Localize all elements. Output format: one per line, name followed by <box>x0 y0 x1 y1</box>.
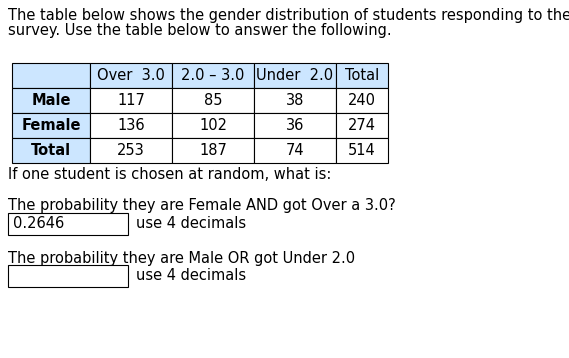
Bar <box>12 63 90 88</box>
Bar <box>8 265 128 287</box>
Text: 36: 36 <box>286 118 304 133</box>
Bar <box>254 63 336 88</box>
Bar <box>12 113 90 138</box>
Text: If one student is chosen at random, what is:: If one student is chosen at random, what… <box>8 167 331 182</box>
Text: Total: Total <box>345 68 379 83</box>
Bar <box>12 138 90 163</box>
Text: 102: 102 <box>199 118 227 133</box>
Bar <box>172 88 254 113</box>
Text: 2.0 – 3.0: 2.0 – 3.0 <box>182 68 245 83</box>
Bar <box>12 88 90 113</box>
Text: 187: 187 <box>199 143 227 158</box>
Text: Female: Female <box>21 118 81 133</box>
Text: Total: Total <box>31 143 71 158</box>
Text: 136: 136 <box>117 118 145 133</box>
Bar <box>336 113 388 138</box>
Text: 253: 253 <box>117 143 145 158</box>
Text: 74: 74 <box>286 143 304 158</box>
Text: The probability they are Female AND got Over a 3.0?: The probability they are Female AND got … <box>8 198 396 213</box>
Bar <box>8 213 128 235</box>
Bar <box>336 63 388 88</box>
Text: 117: 117 <box>117 93 145 108</box>
Text: 514: 514 <box>348 143 376 158</box>
Bar <box>254 88 336 113</box>
Text: 240: 240 <box>348 93 376 108</box>
Bar <box>172 113 254 138</box>
Text: Over  3.0: Over 3.0 <box>97 68 165 83</box>
Text: use 4 decimals: use 4 decimals <box>136 268 246 284</box>
Text: survey. Use the table below to answer the following.: survey. Use the table below to answer th… <box>8 23 391 38</box>
Text: Under  2.0: Under 2.0 <box>257 68 333 83</box>
Bar <box>336 138 388 163</box>
Bar <box>172 63 254 88</box>
Text: use 4 decimals: use 4 decimals <box>136 217 246 232</box>
Bar <box>336 88 388 113</box>
Text: Male: Male <box>31 93 71 108</box>
Bar <box>90 88 172 113</box>
Text: The table below shows the gender distribution of students responding to the: The table below shows the gender distrib… <box>8 8 569 23</box>
Bar <box>90 113 172 138</box>
Bar <box>90 138 172 163</box>
Bar <box>254 113 336 138</box>
Text: The probability they are Male OR got Under 2.0: The probability they are Male OR got Und… <box>8 251 355 266</box>
Text: 0.2646: 0.2646 <box>13 217 64 232</box>
Text: 38: 38 <box>286 93 304 108</box>
Text: 85: 85 <box>204 93 222 108</box>
Text: 274: 274 <box>348 118 376 133</box>
Bar <box>90 63 172 88</box>
Bar <box>254 138 336 163</box>
Bar <box>172 138 254 163</box>
